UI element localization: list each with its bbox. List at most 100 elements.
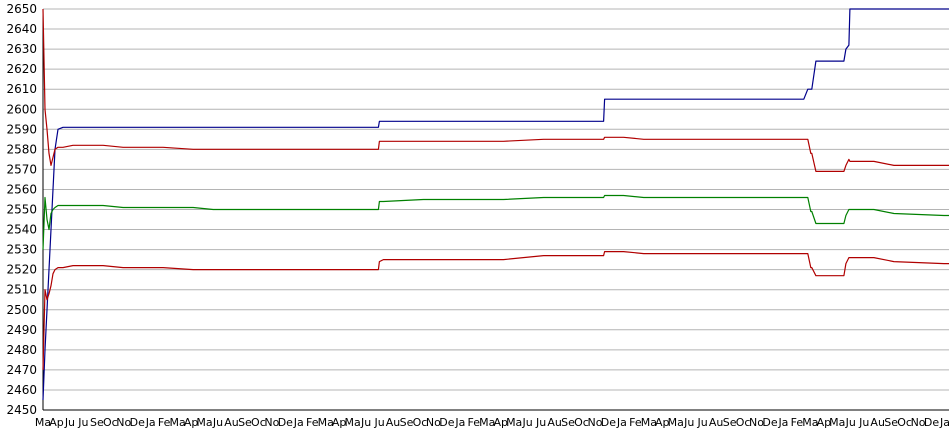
x-tick-label: Ma [196,416,212,429]
y-tick-label: 2640 [6,22,37,36]
x-tick-label: Ju [845,416,856,429]
y-tick-label: 2540 [6,223,37,237]
gridlines [43,8,949,411]
x-tick-label: No [116,416,131,429]
x-tick-label: Ju [858,416,869,429]
y-tick-label: 2500 [6,303,37,317]
x-tick-label: Ap [49,416,64,429]
x-tick-label: Ma [170,416,186,429]
x-tick-label: No [426,416,441,429]
x-tick-label: De [601,416,616,429]
x-tick-label: Ap [655,416,670,429]
x-tick-label: Oc [251,416,266,429]
x-tick-label: Fe [306,416,319,429]
y-tick-label: 2630 [6,42,37,56]
x-tick-label: Ma [479,416,495,429]
x-tick-label: Ja [293,416,304,429]
y-tick-label: 2490 [6,323,37,337]
x-tick-label: Ju [212,416,223,429]
y-tick-label: 2600 [6,102,37,116]
x-tick-label: Ma [641,416,657,429]
x-tick-label: De [762,416,777,429]
x-tick-label: Fe [468,416,481,429]
x-tick-label: Fe [629,416,642,429]
y-tick-label: 2530 [6,243,37,257]
x-tick-label: De [439,416,454,429]
series-line-3 [42,194,949,250]
x-tick-label: Fe [158,416,171,429]
x-tick-label: Oc [103,416,118,429]
x-tick-label: Oc [897,416,912,429]
x-tick-label: Ap [332,416,347,429]
series-line-2 [42,8,949,172]
x-tick-label: Ap [817,416,832,429]
x-tick-label: Oc [413,416,428,429]
x-tick-label: Ma [829,416,845,429]
x-tick-label: Ap [184,416,199,429]
y-tick-label: 2510 [6,283,37,297]
y-tick-label: 2550 [6,203,37,217]
y-tick-label: 2650 [6,2,37,16]
axes [42,9,949,411]
x-tick-label: Au [709,416,724,429]
x-tick-label: Ju [683,416,694,429]
y-tick-label: 2520 [6,263,37,277]
y-tick-label: 2620 [6,62,37,76]
x-tick-label: Ma [345,416,361,429]
x-tick-label: Oc [574,416,589,429]
y-tick-label: 2460 [6,383,37,397]
x-tick-label: Ma [35,416,51,429]
x-tick-label: Ju [535,416,546,429]
x-tick-label: Ma [506,416,522,429]
x-tick-label: Ap [493,416,508,429]
series-lines [42,8,949,401]
x-tick-label: Au [386,416,401,429]
x-tick-label: Se [400,416,414,429]
x-tick-label: Se [90,416,104,429]
x-tick-label: Ja [777,416,788,429]
y-tick-label: 2470 [6,363,37,377]
x-tick-label: Ja [454,416,465,429]
x-tick-label: Se [884,416,898,429]
x-tick-label: No [911,416,926,429]
y-tick-label: 2480 [6,343,37,357]
x-tick-label: De [924,416,939,429]
x-tick-label: Ma [318,416,334,429]
x-tick-label: Ju [360,416,371,429]
y-tick-label: 2580 [6,142,37,156]
x-tick-label: Se [561,416,575,429]
series-line-1 [42,8,949,401]
x-tick-label: Ja [616,416,627,429]
x-tick-label: De [278,416,293,429]
x-tick-label: No [264,416,279,429]
y-tick-label: 2570 [6,162,37,176]
x-tick-label: Ja [145,416,156,429]
x-tick-label: Se [238,416,252,429]
x-tick-label: Au [870,416,885,429]
x-tick-label: Ju [697,416,708,429]
y-tick-label: 2610 [6,82,37,96]
x-tick-label: Ma [668,416,684,429]
x-tick-label: De [130,416,145,429]
y-tick-label: 2560 [6,182,37,196]
y-tick-labels: 2450 2460 2470 2480 2490 2500 2510 2520 2530 2540… [6,2,37,417]
x-tick-label: Fe [791,416,804,429]
x-tick-label: Ma [802,416,818,429]
x-tick-label: Ju [522,416,533,429]
x-tick-label: Ja [939,416,950,429]
x-tick-label: Ju [373,416,384,429]
x-tick-label: Oc [736,416,751,429]
x-tick-label: Ju [64,416,75,429]
x-tick-label: Ju [77,416,88,429]
x-tick-label: Au [547,416,562,429]
x-tick-label: No [749,416,764,429]
x-tick-label: Au [224,416,239,429]
y-tick-label: 2450 [6,403,37,417]
x-tick-label: No [587,416,602,429]
series-line-4 [42,251,949,370]
x-tick-label: Se [723,416,737,429]
y-tick-label: 2590 [6,122,37,136]
